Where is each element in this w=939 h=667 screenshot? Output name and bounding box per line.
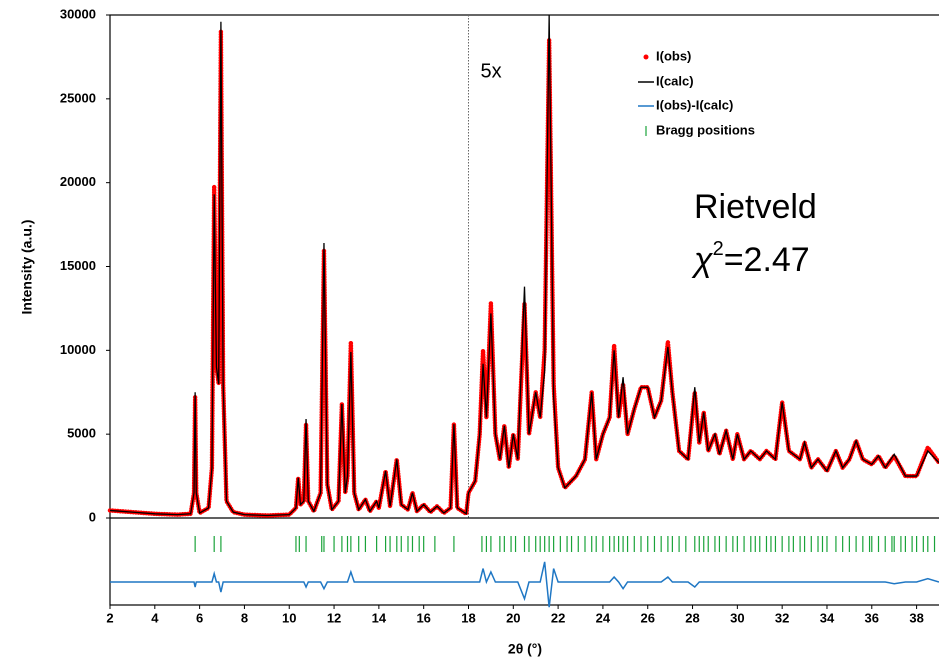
y-tick-label: 15000 [60,258,96,273]
legend-marker [643,54,649,60]
y-axis-label: Intensity (a.u.) [19,220,35,315]
diff-curve [110,561,939,608]
plot-frame [109,14,939,606]
x-tick-label: 18 [461,610,475,625]
x-tick-label: 16 [416,610,430,625]
chi-annotation: χ2=2.47 [691,238,810,279]
legend-label: Bragg positions [656,122,755,137]
chi-symbol: χ [691,241,714,279]
x-tick-label: 22 [551,610,565,625]
x-tick-label: 2 [106,610,113,625]
chi-power: 2 [713,238,724,260]
y-tick-label: 0 [89,509,96,524]
x-tick-label: 38 [909,610,923,625]
legend-label: I(obs) [656,48,691,63]
legend-label: I(calc) [656,73,694,88]
x-tick-label: 14 [372,610,387,625]
chi-value: =2.47 [724,241,810,279]
x-tick-label: 8 [241,610,248,625]
y-tick-label: 10000 [60,342,96,357]
x-tick-label: 24 [596,610,611,625]
x-tick-label: 4 [151,610,159,625]
x-axis-label: 2θ (°) [508,641,542,657]
annotation: Rietveld [694,188,817,226]
obs-curve [107,31,939,518]
x-tick-label: 32 [775,610,789,625]
x-tick-label: 10 [282,610,296,625]
y-tick-label: 5000 [67,426,96,441]
x-tick-label: 34 [820,610,835,625]
scale-break-label: 5x [480,60,501,82]
x-tick-label: 28 [685,610,699,625]
legend-label: I(obs)-I(calc) [656,97,733,112]
y-tick-label: 30000 [60,6,96,21]
x-tick-label: 36 [865,610,879,625]
x-tick-label: 20 [506,610,520,625]
y-tick-label: 25000 [60,90,96,105]
x-tick-label: 30 [730,610,744,625]
y-tick-label: 20000 [60,174,96,189]
x-tick-label: 26 [640,610,654,625]
calc-curve [109,14,939,517]
x-tick-label: 6 [196,610,203,625]
x-tick-label: 12 [327,610,341,625]
